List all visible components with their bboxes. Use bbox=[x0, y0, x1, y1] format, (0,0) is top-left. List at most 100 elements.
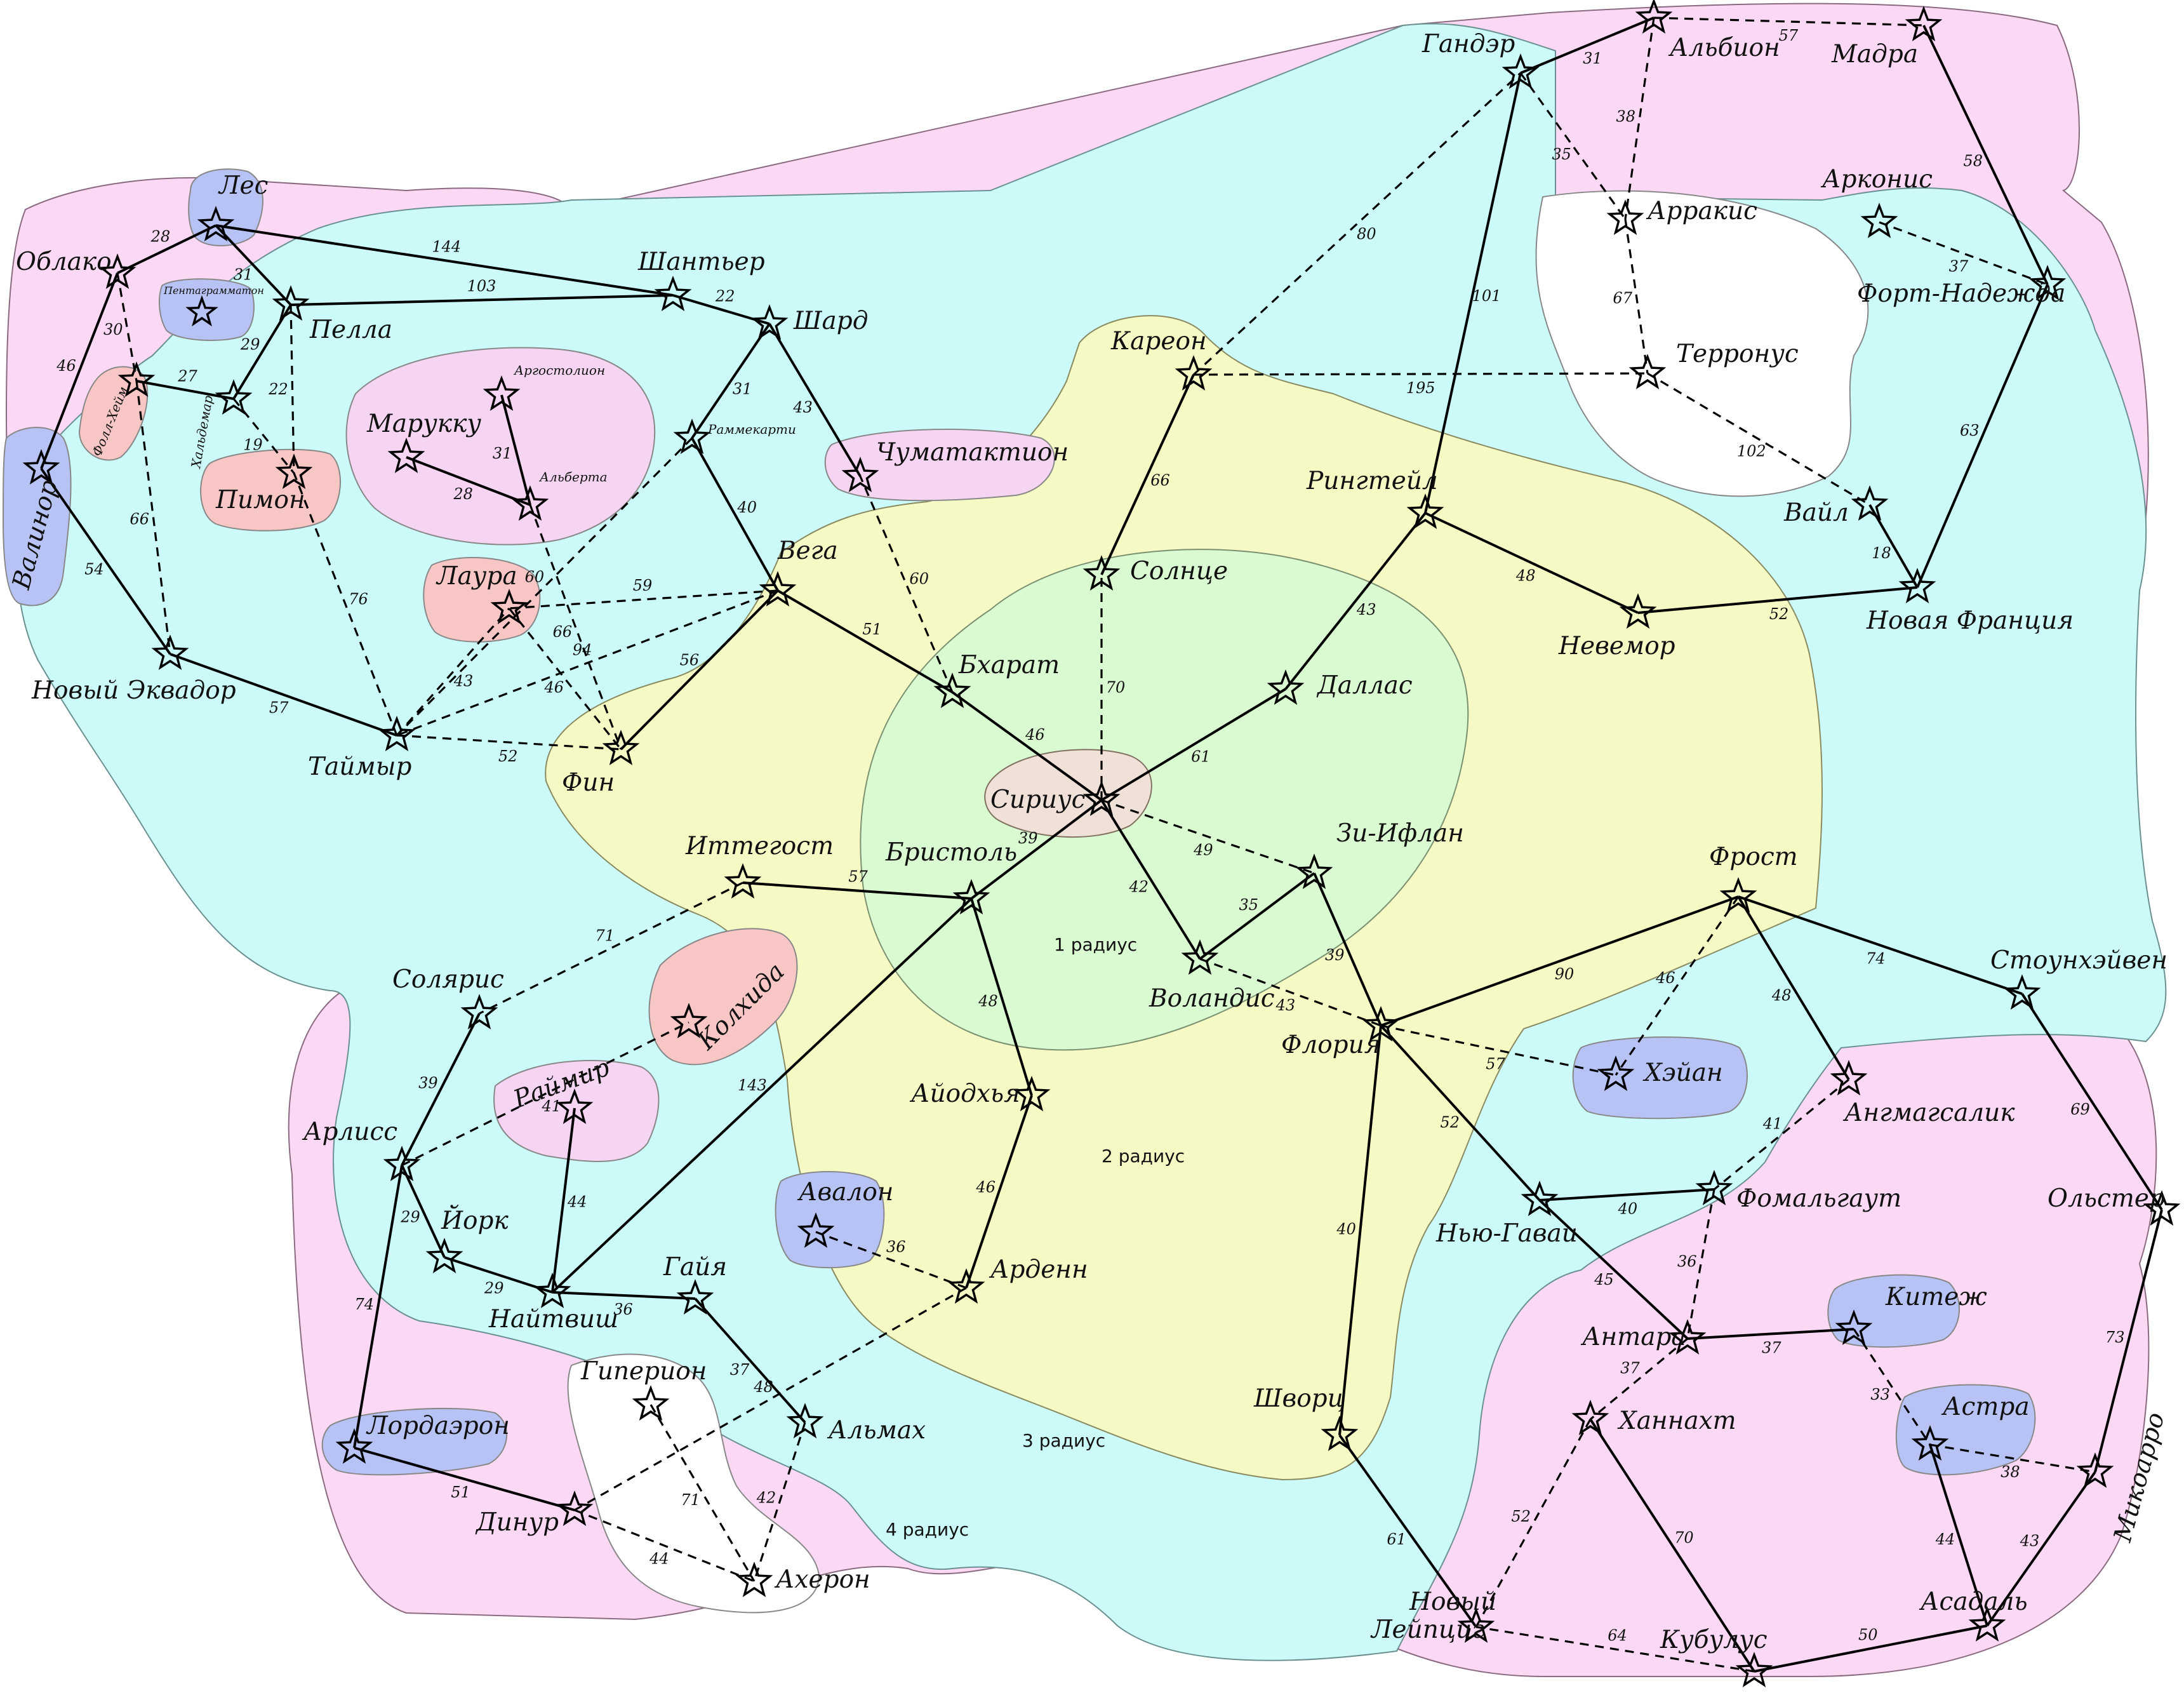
star-icon-kitezh[interactable] bbox=[1835, 1309, 1873, 1345]
star-icon-terronus[interactable] bbox=[1628, 354, 1667, 389]
route-floriya-heyan bbox=[1380, 1024, 1616, 1076]
star-icon-kolhida[interactable] bbox=[670, 1003, 708, 1038]
star-icon-novleipcig[interactable] bbox=[1457, 1607, 1495, 1643]
star-icon-dallas[interactable] bbox=[1267, 669, 1305, 705]
star-icon-arrakis[interactable] bbox=[1606, 199, 1644, 235]
star-icon-volandis[interactable] bbox=[1181, 939, 1219, 975]
star-icon-heyan[interactable] bbox=[1597, 1055, 1635, 1091]
star-icon-angmagsalik[interactable] bbox=[1830, 1060, 1868, 1095]
system-label-gaiya: Гайя bbox=[663, 1253, 727, 1281]
star-icon-solnce[interactable] bbox=[1082, 555, 1121, 591]
star-icon-vega[interactable] bbox=[759, 571, 797, 606]
system-label-shvorc: Шворц bbox=[1253, 1384, 1345, 1413]
system-label-arliss: Арлисс bbox=[302, 1118, 397, 1146]
star-icon-astra[interactable] bbox=[1911, 1425, 1949, 1461]
star-icon-vail[interactable] bbox=[1851, 485, 1889, 521]
star-icon-york[interactable] bbox=[425, 1238, 463, 1273]
star-icon-asadal[interactable] bbox=[1968, 1606, 2006, 1642]
star-icon-novekvador[interactable] bbox=[151, 634, 189, 670]
star-icon-sirius[interactable] bbox=[1082, 780, 1121, 816]
star-icon-folheim[interactable] bbox=[117, 361, 156, 397]
star-icon-naitvish[interactable] bbox=[533, 1273, 571, 1308]
star-icon-pentagr[interactable] bbox=[185, 295, 218, 326]
star-icon-shard[interactable] bbox=[750, 304, 789, 340]
star-icon-les[interactable] bbox=[197, 206, 235, 241]
star-icon-kareon[interactable] bbox=[1175, 355, 1213, 391]
star-icon-gander[interactable] bbox=[1502, 53, 1540, 89]
star-icon-floriya[interactable] bbox=[1362, 1006, 1400, 1041]
star-icon-mikovarro[interactable] bbox=[2076, 1452, 2114, 1488]
route-arliss-kolhida bbox=[401, 1021, 689, 1167]
star-icon-taimyr[interactable] bbox=[378, 716, 416, 751]
star-icon-madra[interactable] bbox=[1905, 6, 1943, 41]
star-icon-kubulus[interactable] bbox=[1735, 1652, 1773, 1687]
star-icon-aiodhya[interactable] bbox=[1013, 1076, 1051, 1111]
star-icon-almah[interactable] bbox=[786, 1403, 824, 1438]
route-distance-label: 70 bbox=[1106, 679, 1126, 697]
star-icon-shvorc[interactable] bbox=[1321, 1415, 1359, 1451]
star-icon-fortnadezhda[interactable] bbox=[2028, 265, 2067, 300]
route-distance-label: 40 bbox=[1336, 1220, 1356, 1238]
star-icon-fomalgaut[interactable] bbox=[1695, 1170, 1733, 1205]
star-icon-itegost[interactable] bbox=[724, 863, 762, 899]
star-icon-chumatakt[interactable] bbox=[841, 457, 879, 492]
system-label-gander: Гандэр bbox=[1422, 30, 1515, 58]
star-icon-haldemar[interactable] bbox=[215, 379, 253, 415]
route-distance-label: 29 bbox=[484, 1279, 504, 1297]
star-icon-bristol[interactable] bbox=[952, 879, 990, 914]
route-distance-label: 101 bbox=[1472, 287, 1502, 305]
star-icon-ringteil[interactable] bbox=[1406, 493, 1444, 529]
star-icon-frost[interactable] bbox=[1719, 877, 1757, 913]
star-icon-arkonis[interactable] bbox=[1860, 203, 1898, 238]
route-kubulus-novleipcig bbox=[1475, 1626, 1755, 1673]
star-icon-shantyer[interactable] bbox=[654, 276, 692, 311]
system-label-volandis: Воландис bbox=[1149, 984, 1275, 1013]
star-icon-stounheiven[interactable] bbox=[2003, 974, 2041, 1010]
route-distance-label: 44 bbox=[649, 1550, 669, 1568]
star-icon-lordaeron[interactable] bbox=[335, 1428, 373, 1464]
star-icon-arliss[interactable] bbox=[383, 1146, 421, 1181]
route-distance-label: 31 bbox=[733, 380, 752, 398]
star-icon-giperion[interactable] bbox=[632, 1385, 670, 1421]
star-icon-pimon[interactable] bbox=[275, 453, 313, 489]
star-icon-bharat[interactable] bbox=[933, 673, 971, 708]
star-icon-nevemor[interactable] bbox=[1619, 593, 1657, 629]
star-icon-gaiya[interactable] bbox=[676, 1279, 714, 1315]
route-distance-label: 57 bbox=[269, 699, 289, 717]
star-icon-arden[interactable] bbox=[947, 1268, 985, 1304]
star-icon-argostolion[interactable] bbox=[483, 375, 521, 411]
star-icon-novfrancia[interactable] bbox=[1898, 568, 1936, 603]
route-distance-label: 66 bbox=[130, 511, 149, 528]
star-icon-dinur[interactable] bbox=[556, 1490, 594, 1526]
star-icon-albion[interactable] bbox=[1635, 0, 1673, 34]
route-pella-haldemar bbox=[232, 304, 292, 400]
route-distance-label: 39 bbox=[418, 1074, 438, 1092]
star-icon-antara[interactable] bbox=[1668, 1319, 1707, 1355]
star-icon-pella[interactable] bbox=[272, 285, 310, 321]
star-icon-ziiflan[interactable] bbox=[1295, 853, 1333, 889]
star-icon-hannaht[interactable] bbox=[1571, 1400, 1609, 1435]
star-icon-marukku[interactable] bbox=[387, 438, 425, 473]
star-icon-solaris[interactable] bbox=[460, 994, 498, 1029]
star-icon-aheron[interactable] bbox=[735, 1562, 773, 1597]
star-icon-valinor[interactable] bbox=[22, 449, 60, 485]
route-naitvish-gaiya bbox=[552, 1291, 696, 1300]
route-novekvador-taimyr bbox=[170, 653, 397, 737]
route-bharat-vega bbox=[776, 589, 954, 693]
route-distance-label: 102 bbox=[1737, 442, 1766, 460]
route-floriya-nyugavai bbox=[1380, 1024, 1541, 1201]
star-icon-nyugavai[interactable] bbox=[1521, 1181, 1559, 1216]
route-distance-label: 35 bbox=[1552, 145, 1571, 163]
system-label-les: Лес bbox=[218, 171, 269, 200]
star-icon-avalon[interactable] bbox=[797, 1212, 835, 1248]
route-distance-label: 41 bbox=[1762, 1115, 1783, 1133]
route-almah-aheron bbox=[753, 1422, 806, 1582]
star-icon-rammekarti[interactable] bbox=[673, 418, 711, 454]
star-icon-laura[interactable] bbox=[490, 589, 528, 624]
star-icon-alberta[interactable] bbox=[511, 485, 549, 521]
star-icon-olster[interactable] bbox=[2143, 1190, 2181, 1226]
star-icon-fin[interactable] bbox=[602, 730, 640, 765]
star-icon-raitmir[interactable] bbox=[556, 1088, 594, 1124]
route-nyugavai-antara bbox=[1538, 1199, 1689, 1340]
star-icon-oblako[interactable] bbox=[98, 253, 136, 289]
